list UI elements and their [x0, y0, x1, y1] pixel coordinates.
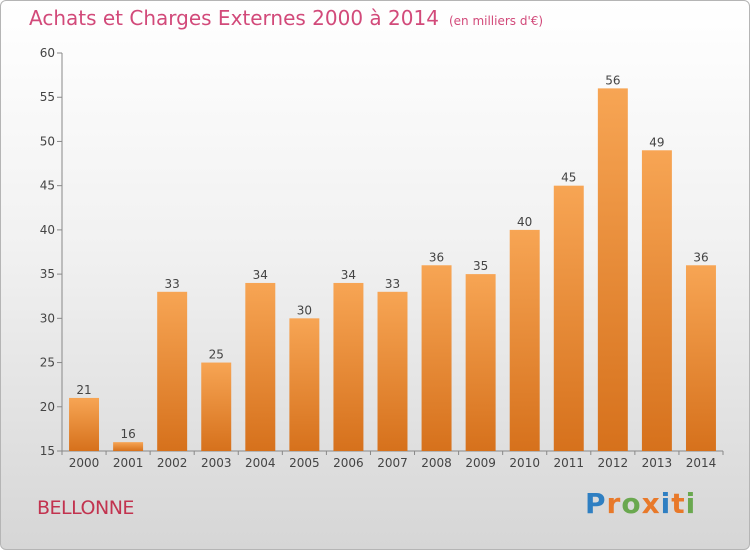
- bar-2004: [245, 282, 276, 451]
- data-label-2000: 21: [76, 383, 91, 397]
- x-tick-label-2005: 2005: [289, 456, 320, 470]
- data-label-2002: 33: [165, 277, 180, 291]
- data-label-2003: 25: [209, 348, 224, 362]
- x-tick-label-2003: 2003: [201, 456, 232, 470]
- data-label-2004: 34: [253, 268, 268, 282]
- bar-2000: [69, 397, 100, 451]
- bar-2008: [421, 265, 452, 451]
- logo-letter: P: [585, 487, 607, 520]
- y-tick-label: 55: [40, 90, 55, 104]
- data-label-2009: 35: [473, 259, 488, 273]
- y-tick-label: 20: [40, 400, 55, 414]
- x-tick-label-2002: 2002: [157, 456, 188, 470]
- data-label-2013: 49: [649, 135, 664, 149]
- y-tick-label: 25: [40, 356, 55, 370]
- bar-2011: [553, 185, 584, 451]
- chart-title-block: Achats et Charges Externes 2000 à 2014 (e…: [29, 6, 543, 30]
- bar-2007: [377, 291, 408, 451]
- y-tick-label: 60: [40, 46, 55, 60]
- y-tick-label: 30: [40, 311, 55, 325]
- bar-2010: [509, 229, 540, 451]
- x-tick-label-2008: 2008: [421, 456, 452, 470]
- data-label-2006: 34: [341, 268, 356, 282]
- location-label: BELLONNE: [37, 497, 134, 519]
- data-label-2010: 40: [517, 215, 532, 229]
- data-label-2014: 36: [693, 250, 708, 264]
- data-label-2005: 30: [297, 303, 312, 317]
- bar-2012: [597, 88, 628, 451]
- x-tick-label-2012: 2012: [598, 456, 629, 470]
- y-tick-label: 40: [40, 223, 55, 237]
- bar-2003: [201, 362, 232, 451]
- logo-letter: i: [660, 487, 672, 520]
- data-label-2008: 36: [429, 250, 444, 264]
- x-tick-label-2006: 2006: [333, 456, 364, 470]
- chart-unit-label: (en milliers d'€): [448, 14, 544, 28]
- bar-2009: [465, 274, 496, 451]
- x-tick-label-2011: 2011: [553, 456, 584, 470]
- x-tick-label-2014: 2014: [686, 456, 717, 470]
- bar-2001: [113, 442, 144, 451]
- data-label-2001: 16: [120, 427, 135, 441]
- data-label-2011: 45: [561, 171, 576, 185]
- x-tick-label-2001: 2001: [113, 456, 144, 470]
- logo-letter: t: [671, 487, 686, 520]
- plot-area: 15 20 25 30 35 40 45 50 55 60 21 2000 16 2001 33 2002 25…: [40, 46, 724, 470]
- x-tick-label-2013: 2013: [642, 456, 673, 470]
- y-tick-label: 15: [40, 444, 55, 458]
- y-tick-label: 50: [40, 134, 55, 148]
- bar-2014: [685, 265, 716, 451]
- x-tick-label-2004: 2004: [245, 456, 276, 470]
- logo-letter: o: [621, 487, 642, 520]
- x-tick-label-2010: 2010: [509, 456, 540, 470]
- y-tick-label: 45: [40, 179, 55, 193]
- bar-2002: [157, 291, 188, 451]
- data-label-2012: 56: [605, 73, 620, 87]
- logo-letter: r: [606, 487, 622, 520]
- x-tick-label-2000: 2000: [69, 456, 100, 470]
- chart-title: Achats et Charges Externes 2000 à 2014: [29, 6, 439, 30]
- bar-2006: [333, 282, 364, 451]
- proxiti-logo: Proxiti: [585, 487, 696, 520]
- data-label-2007: 33: [385, 277, 400, 291]
- bar-2013: [641, 150, 672, 452]
- logo-letter: i: [685, 487, 697, 520]
- x-tick-label-2009: 2009: [465, 456, 496, 470]
- y-tick-label: 35: [40, 267, 55, 281]
- x-tick-label-2007: 2007: [377, 456, 408, 470]
- logo-letter: x: [641, 487, 661, 520]
- bar-2005: [289, 318, 320, 451]
